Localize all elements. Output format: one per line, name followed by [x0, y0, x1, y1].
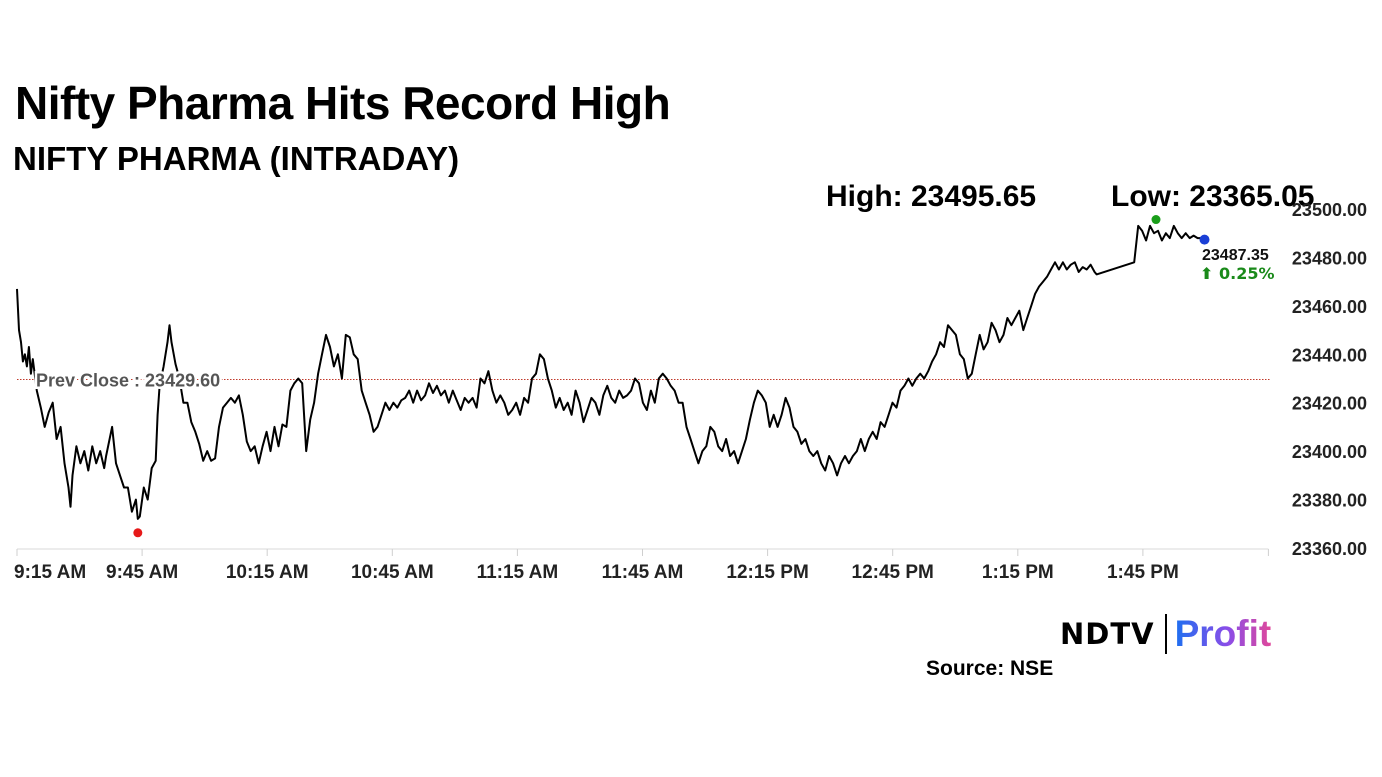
y-tick-label: 23360.00	[1292, 539, 1367, 559]
last-price-marker	[1199, 234, 1210, 245]
y-tick-label: 23460.00	[1292, 297, 1367, 317]
low-label: Low: 23365.05	[1111, 180, 1315, 213]
chart-title: Nifty Pharma Hits Record High	[15, 77, 671, 129]
x-tick-label: 12:15 PM	[726, 562, 808, 583]
source-note: Source: NSE	[926, 657, 1054, 680]
price-series-line	[16, 224, 1206, 520]
x-tick-label: 1:45 PM	[1107, 562, 1179, 583]
x-tick-label: 11:15 AM	[477, 562, 559, 583]
last-price-label: 23487.35	[1202, 247, 1269, 264]
x-tick-label: 12:45 PM	[852, 562, 934, 583]
logo-ndtv-text: NDTV	[1060, 617, 1155, 651]
logo-divider	[1164, 614, 1167, 654]
ndtv-profit-logo: NDTV Profit	[1060, 613, 1271, 655]
x-tick-label: 9:15 AM	[14, 562, 86, 583]
x-tick-label: 1:15 PM	[982, 562, 1054, 583]
high-label: High: 23495.65	[826, 180, 1037, 213]
chart-subtitle: NIFTY PHARMA (INTRADAY)	[13, 140, 460, 177]
x-tick-label: 10:15 AM	[226, 562, 309, 583]
logo-profit-text: Profit	[1174, 613, 1272, 654]
y-tick-label: 23440.00	[1292, 345, 1367, 365]
high-marker	[1151, 215, 1161, 225]
y-tick-label: 23480.00	[1292, 248, 1367, 268]
y-tick-label: 23380.00	[1292, 491, 1367, 511]
change-percent-label: ⬆ 0.25%	[1200, 264, 1274, 283]
x-tick-label: 10:45 AM	[351, 562, 434, 583]
x-tick-label: 9:45 AM	[106, 562, 178, 583]
y-tick-label: 23500.00	[1292, 200, 1367, 220]
low-marker	[133, 528, 143, 538]
y-tick-label: 23420.00	[1292, 394, 1367, 414]
prev-close-label: Prev Close : 23429.60	[36, 370, 220, 390]
x-tick-label: 11:45 AM	[602, 562, 684, 583]
y-tick-label: 23400.00	[1292, 442, 1367, 462]
